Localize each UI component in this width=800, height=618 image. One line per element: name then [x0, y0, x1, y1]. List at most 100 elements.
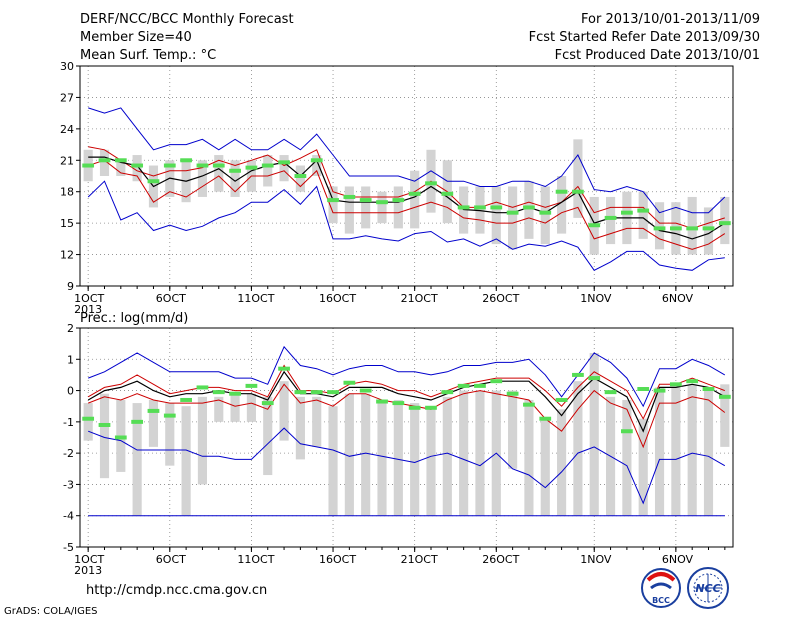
temp-xtick-label: 6NOV — [662, 292, 694, 305]
temp-ensemble-box — [132, 155, 142, 182]
prec-obs-marker — [604, 390, 617, 395]
prec-ensemble-box — [508, 390, 518, 469]
prec-ensemble-box — [687, 384, 697, 516]
temp-obs-marker — [310, 158, 323, 163]
prec-obs-marker — [229, 391, 241, 396]
temp-obs-marker — [278, 160, 290, 165]
prec-obs-marker — [163, 413, 176, 418]
temp-obs-marker — [163, 163, 176, 168]
prec-obs-marker — [702, 387, 715, 392]
prec-ensemble-box — [99, 393, 110, 479]
prec-obs-marker — [408, 405, 421, 410]
temp-spread-upper-line — [88, 146, 725, 229]
prec-obs-marker — [572, 372, 584, 377]
temp-obs-marker — [490, 205, 503, 210]
temp-obs-marker — [114, 158, 127, 163]
temp-obs-marker — [572, 189, 584, 194]
temp-obs-marker — [245, 165, 258, 170]
temp-frame — [79, 65, 734, 287]
prec-spread-lower-line — [88, 383, 726, 449]
temp-ensemble-box — [328, 186, 338, 224]
temp-ensemble-box — [605, 196, 616, 245]
prec-ensemble-box — [377, 399, 387, 516]
bcc-logo-text: BCC — [652, 596, 670, 605]
prec-ensemble-box — [312, 396, 322, 447]
prec-ensemble-box — [557, 409, 567, 516]
prec-ensemble-box — [148, 399, 159, 447]
prec-ensemble-box — [246, 393, 256, 422]
temp-obs-marker — [555, 189, 568, 194]
header-right-line3: Fcst Produced Date 2013/10/01 — [555, 48, 760, 63]
temp-obs-marker — [506, 210, 519, 215]
prec-obs-marker — [131, 419, 144, 424]
temp-obs-marker — [408, 191, 421, 196]
prec-ensemble-box — [295, 396, 305, 460]
prec-obs-marker — [474, 383, 486, 388]
prec-obs-marker — [490, 379, 503, 384]
temp-ensemble-box — [377, 191, 387, 224]
prec-obs-marker — [261, 401, 274, 406]
prec-max-line — [88, 345, 726, 408]
source-url[interactable]: http://cmdp.ncc.cma.gov.cn — [86, 583, 267, 598]
prec-spread-upper-line — [87, 364, 725, 420]
prec-ensemble-box — [654, 387, 665, 516]
temp-ensemble-box — [540, 186, 550, 245]
prec-xtick-label: 1OCT — [74, 553, 104, 566]
prec-ensemble-box — [279, 381, 289, 441]
prec-obs-marker — [588, 376, 601, 381]
prec-obs-marker — [669, 382, 682, 387]
temp-obs-marker — [392, 198, 405, 203]
temp-obs-marker — [131, 163, 144, 168]
prec-obs-marker — [245, 383, 258, 388]
temp-xtick-label: 21OCT — [401, 292, 438, 305]
temp-ensemble-box — [344, 186, 354, 234]
ncc-logo: NCC — [687, 567, 729, 609]
prec-ensemble-box — [344, 393, 354, 516]
prec-obs-marker — [327, 390, 339, 395]
temp-obs-marker — [604, 215, 617, 220]
temp-ensemble-box — [99, 149, 110, 176]
temp-max-line — [88, 107, 726, 214]
prec-xtick-label: 1NOV — [580, 553, 612, 566]
precip-title: Prec.: log(mm/d) — [80, 311, 188, 326]
prec-xtick-label: 21OCT — [401, 553, 438, 566]
temp-ensemble-box — [654, 202, 665, 250]
prec-frame — [79, 327, 734, 548]
prec-ensemble-box — [459, 390, 469, 516]
prec-ensemble-box — [589, 353, 599, 516]
prec-ytick-label: 2 — [67, 322, 74, 335]
prec-obs-marker — [212, 390, 225, 395]
temp-obs-marker — [637, 208, 650, 213]
temp-obs-marker — [621, 210, 633, 215]
prec-min-line — [88, 427, 726, 505]
temp-obs-marker — [474, 205, 486, 210]
header-left-line1: DERF/NCC/BCC Monthly Forecast — [80, 12, 294, 27]
header-left-line2: Member Size=40 — [80, 30, 192, 45]
prec-obs-marker — [376, 399, 388, 404]
temp-ensemble-box — [279, 155, 289, 182]
prec-ensemble-box — [214, 396, 224, 422]
temp-obs-marker — [359, 198, 372, 203]
temp-ensemble-box — [361, 186, 371, 229]
prec-ensemble-box — [83, 403, 93, 441]
temp-obs-marker — [718, 221, 731, 226]
temp-ensemble-box — [116, 160, 126, 176]
temp-xtick-label: 1NOV — [580, 292, 612, 305]
prec-obs-marker — [457, 383, 470, 388]
temp-obs-marker — [669, 226, 682, 231]
temperature-panel: 9 12 15 18 21 24 27 30 1OCT 6OCT 11OCT 16OCT 21OCT 26… — [60, 60, 734, 316]
temp-obs-marker — [539, 210, 552, 215]
prec-ensemble-box — [410, 403, 420, 516]
prec-mean-line — [87, 370, 726, 433]
prec-obs-marker — [343, 380, 356, 385]
temp-ensemble-box — [638, 191, 648, 239]
grads-credit: GrADS: COLA/IGES — [4, 606, 98, 617]
prec-obs-marker — [147, 408, 160, 413]
prec-ensemble-box — [475, 390, 485, 516]
temp-ensemble-box — [263, 155, 273, 187]
temp-ensemble-box — [491, 186, 501, 245]
prec-ensemble-box — [328, 406, 338, 516]
prec-ytick-label: 1 — [67, 353, 74, 366]
prec-obs-marker — [82, 416, 95, 421]
